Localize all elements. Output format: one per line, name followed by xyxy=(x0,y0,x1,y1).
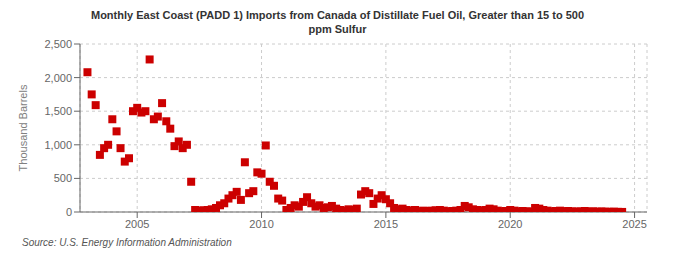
svg-text:2010: 2010 xyxy=(249,218,273,230)
svg-text:500: 500 xyxy=(54,172,72,184)
svg-text:2015: 2015 xyxy=(374,218,398,230)
html-text:Monthly East Coast (PADD 1) Im: Monthly East Coast (PADD 1) Imports from… xyxy=(91,9,584,21)
html-text:Source: U.S. Energy Informatio: Source: U.S. Energy Information Administ… xyxy=(22,237,232,248)
svg-text:Thousand Barrels: Thousand Barrels xyxy=(17,84,29,171)
svg-text:1,500: 1,500 xyxy=(44,105,72,117)
svg-text:0: 0 xyxy=(66,206,72,218)
svg-text:2,500: 2,500 xyxy=(44,38,72,50)
svg-text:1,000: 1,000 xyxy=(44,139,72,151)
svg-text:2,000: 2,000 xyxy=(44,72,72,84)
svg-text:2025: 2025 xyxy=(622,218,646,230)
svg-text:2020: 2020 xyxy=(498,218,522,230)
svg-text:2005: 2005 xyxy=(125,218,149,230)
html-text:ppm Sulfur: ppm Sulfur xyxy=(308,23,367,35)
